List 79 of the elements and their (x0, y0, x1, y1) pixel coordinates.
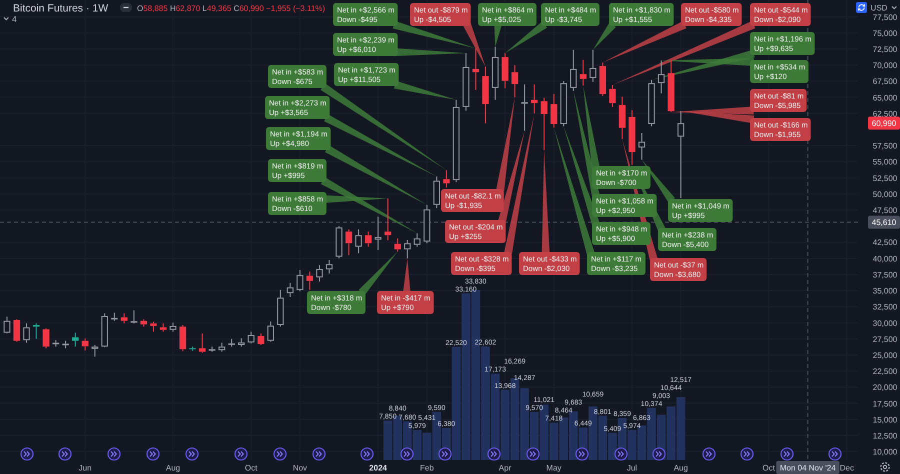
candlestick (384, 198, 392, 241)
candlestick (540, 97, 548, 151)
y-tick-label: 40,000 (872, 254, 898, 264)
y-tick-label: 25,000 (872, 350, 898, 360)
text: O58,885 H62,870 L49,365 C60,990 −1,955 (−3.11%) (137, 4, 326, 13)
candlestick (72, 332, 79, 348)
candlestick (32, 322, 40, 340)
x-tick-label: Oct (244, 464, 258, 472)
y-tick-label: 70,000 (872, 61, 898, 70)
candlestick (160, 322, 167, 332)
candlestick (668, 59, 674, 113)
candlestick (82, 338, 88, 351)
candlestick (550, 94, 558, 128)
y-tick-label: 67,500 (872, 77, 898, 86)
ref-line-label: 45,610 (872, 218, 897, 228)
y-tick-label: 32,500 (872, 302, 898, 312)
y-tick-label: 15,000 (872, 415, 898, 424)
y-tick-label: 37,500 (872, 270, 898, 280)
annotation: 4 (12, 14, 17, 24)
chart-title: Bitcoin Futures · 1W (13, 2, 108, 14)
y-tick-label: 77,500 (872, 12, 898, 22)
x-tick-label: Dec (840, 464, 854, 472)
candlestick (628, 110, 636, 166)
y-tick-label: 72,500 (872, 44, 898, 54)
candlestick (609, 84, 616, 108)
x-tick-label: May (546, 464, 562, 472)
x-tick-label: Apr (498, 464, 512, 472)
y-tick-label: 22,500 (872, 367, 898, 376)
y-axis-title: USD (870, 4, 888, 12)
candlestick (218, 342, 226, 352)
y-tick-label: 55,000 (872, 158, 898, 167)
y-tick-label: 12,500 (872, 432, 898, 441)
candlestick (42, 328, 50, 349)
x-tick-label: Jun (78, 464, 92, 472)
candlestick (580, 59, 586, 86)
x-tick-label: Jul (626, 464, 638, 472)
candlestick (13, 318, 20, 342)
candlestick (618, 96, 626, 140)
x-tick-label: Aug (674, 464, 688, 472)
x-tick-label: 2024 (369, 464, 388, 472)
y-tick-label: 50,000 (872, 190, 898, 199)
y-tick-label: 10,000 (872, 448, 898, 457)
y-tick-label: 65,000 (872, 93, 898, 102)
candlestick (179, 324, 186, 352)
candlestick (472, 48, 480, 90)
candlestick (120, 312, 128, 324)
x-tick-label: Aug (166, 464, 180, 472)
y-tick-label: 47,500 (872, 206, 898, 216)
text: 60,990 (872, 119, 897, 128)
y-tick-label: 17,500 (872, 399, 898, 408)
candlestick (140, 318, 148, 328)
candlestick (599, 62, 606, 96)
candlestick (482, 66, 489, 124)
candlestick (345, 228, 352, 256)
y-tick-label: 35,000 (872, 286, 898, 296)
y-tick-label: 52,500 (872, 174, 898, 183)
y-tick-label: 57,500 (872, 142, 898, 151)
ref-line-label: Mon 04 Nov '24 (780, 464, 836, 472)
candlestick (150, 321, 157, 332)
x-tick-label: Nov (292, 464, 308, 472)
candlestick (208, 346, 216, 352)
y-tick-label: 27,500 (872, 334, 898, 344)
candlestick (443, 170, 450, 188)
candlestick (189, 346, 196, 352)
y-tick-label: 30,000 (872, 318, 898, 328)
y-tick-label: 62,500 (872, 109, 898, 118)
candlestick (306, 271, 314, 290)
x-tick-label: Feb (420, 464, 434, 472)
candlestick (198, 332, 206, 354)
candlestick (394, 238, 401, 252)
candlestick (531, 84, 538, 114)
candlestick (511, 64, 518, 98)
candlestick (502, 52, 508, 89)
candlestick (364, 231, 372, 248)
x-tick-label: Oct (762, 464, 776, 472)
candlestick (258, 332, 264, 346)
y-tick-label: 75,000 (872, 28, 898, 38)
y-tick-label: 42,500 (872, 238, 898, 248)
y-tick-label: 20,000 (872, 383, 898, 392)
